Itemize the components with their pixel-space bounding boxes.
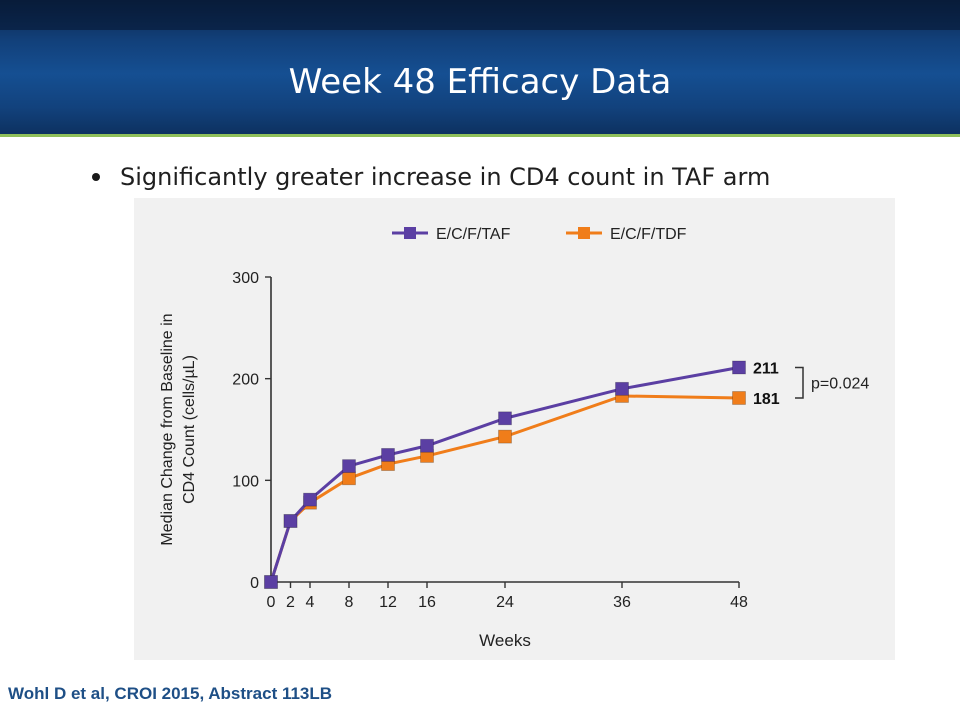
data-point-taf: [342, 459, 356, 474]
end-value-label-taf: 211: [753, 360, 779, 377]
end-value-label-tdf: 181: [753, 391, 780, 408]
data-point-tdf: [342, 471, 356, 486]
legend-label-taf: E/C/F/TAF: [436, 226, 511, 243]
p-value-bracket: [795, 366, 804, 399]
cd4-chart: 0 100 200 300 0 2 4 8 12 16 24 36 48 Weeks Median Chan…: [134, 198, 895, 660]
bullet-item: Significantly greater increase in CD4 co…: [92, 163, 770, 191]
series-line-taf: [269, 366, 740, 583]
x-tick-label: 36: [613, 594, 631, 611]
x-tick-label: 2: [286, 594, 295, 611]
slide-title: Week 48 Efficacy Data: [288, 62, 672, 102]
data-point-taf: [732, 360, 746, 375]
legend-marker-tdf: [578, 227, 590, 239]
data-point-taf: [303, 492, 317, 507]
data-point-taf: [283, 514, 298, 528]
y-tick-label: 0: [250, 575, 259, 592]
y-tick-label: 200: [232, 372, 259, 389]
x-tick-label: 24: [496, 594, 514, 611]
data-point-tdf: [498, 429, 512, 444]
data-point-tdf: [732, 391, 746, 405]
data-point-taf: [420, 438, 434, 453]
legend-marker-taf: [404, 227, 416, 239]
y-axis-label-line1: Median Change from Baseline in: [159, 313, 176, 545]
citation-footer: Wohl D et al, CROI 2015, Abstract 113LB: [8, 684, 333, 703]
x-tick-label: 48: [730, 594, 748, 611]
x-tick-label: 8: [345, 594, 354, 611]
x-tick-label: 0: [267, 594, 276, 611]
p-value-label: p=0.024: [811, 376, 869, 393]
bullet-dot-icon: [92, 173, 100, 181]
legend-label-tdf: E/C/F/TDF: [610, 226, 687, 243]
header-top-band: [0, 0, 960, 30]
y-axis-label-line2: CD4 Count (cells/µL): [181, 355, 198, 504]
header-accent-line: [0, 134, 960, 137]
y-tick-label: 300: [232, 270, 259, 287]
y-tick-label: 100: [232, 473, 259, 490]
x-tick-label: 4: [306, 594, 315, 611]
data-point-taf: [264, 575, 278, 589]
data-point-taf: [381, 448, 395, 462]
slide-header: [0, 0, 960, 134]
data-point-taf: [498, 411, 512, 426]
x-tick-label: 16: [418, 594, 436, 611]
x-axis-label: Weeks: [479, 631, 531, 650]
data-point-taf: [615, 381, 629, 396]
bullet-text: Significantly greater increase in CD4 co…: [120, 163, 771, 191]
x-tick-label: 12: [379, 594, 397, 611]
